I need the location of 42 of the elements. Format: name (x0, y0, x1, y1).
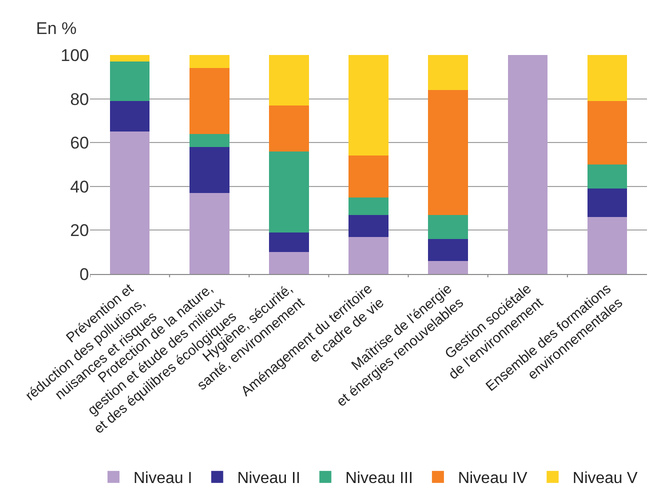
bar (110, 62, 150, 101)
bar (428, 55, 468, 90)
bar (348, 236, 388, 274)
bar (587, 217, 628, 274)
bar (428, 260, 468, 274)
y-tick-label: 100 (60, 46, 89, 65)
legend-label: Niveau III (345, 470, 413, 488)
bar (189, 134, 230, 147)
bar (508, 55, 548, 274)
bar (269, 55, 309, 106)
bar (428, 90, 468, 215)
y-tick-label: 40 (70, 177, 89, 196)
bar (269, 232, 309, 252)
bar (348, 55, 388, 156)
bar (110, 132, 150, 274)
y-tick-label: 20 (70, 221, 89, 240)
bar (110, 55, 150, 62)
legend-label: Niveau II (237, 470, 300, 488)
bar (428, 238, 468, 261)
bar (189, 68, 230, 134)
y-tick-label: 80 (70, 90, 89, 109)
bar (189, 55, 230, 68)
bar (587, 100, 628, 164)
bar (189, 192, 230, 274)
bar (269, 105, 309, 152)
bar (428, 214, 468, 239)
bar (348, 214, 388, 237)
legend-label: Niveau V (572, 470, 638, 488)
legend-label: Niveau IV (458, 470, 528, 488)
bar (269, 151, 309, 232)
bar (587, 164, 628, 189)
bar (189, 146, 230, 193)
bar (587, 55, 628, 101)
bar (348, 156, 388, 198)
bar (348, 197, 388, 215)
bar (269, 252, 309, 274)
y-axis-title: En % (36, 19, 77, 38)
bar (587, 188, 628, 218)
y-tick-label: 0 (80, 264, 89, 284)
y-tick-label: 60 (70, 134, 89, 153)
legend-label: Niveau I (134, 470, 192, 488)
bar (110, 100, 150, 132)
